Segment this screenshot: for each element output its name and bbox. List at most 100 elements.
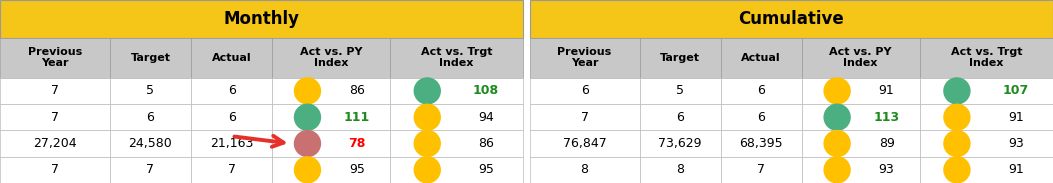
Bar: [272, 104, 390, 130]
Bar: [720, 104, 801, 130]
Text: 113: 113: [874, 111, 899, 124]
Text: 95: 95: [349, 163, 364, 176]
Text: Monthly: Monthly: [223, 10, 300, 28]
Text: 89: 89: [878, 137, 894, 150]
Bar: [530, 38, 639, 78]
Text: 6: 6: [676, 111, 684, 124]
Text: Act vs. Trgt
Index: Act vs. Trgt Index: [951, 47, 1022, 68]
Text: 7: 7: [227, 163, 236, 176]
Text: 108: 108: [473, 84, 499, 97]
Bar: [639, 130, 720, 157]
Text: 107: 107: [1002, 84, 1029, 97]
Bar: [720, 78, 801, 104]
Text: Act vs. PY
Index: Act vs. PY Index: [830, 47, 892, 68]
Text: 91: 91: [1008, 111, 1024, 124]
Bar: [801, 78, 919, 104]
Text: Cumulative: Cumulative: [738, 10, 845, 28]
Text: 5: 5: [676, 84, 684, 97]
Ellipse shape: [943, 104, 971, 131]
Bar: [639, 38, 720, 78]
Bar: [272, 157, 390, 183]
Text: 7: 7: [51, 111, 59, 124]
Ellipse shape: [414, 156, 441, 183]
Text: Act vs. Trgt
Index: Act vs. Trgt Index: [421, 47, 493, 68]
Bar: [530, 130, 639, 157]
Text: 94: 94: [478, 111, 494, 124]
Bar: [720, 157, 801, 183]
Text: 111: 111: [343, 111, 370, 124]
Text: 5: 5: [146, 84, 155, 97]
Text: 21,163: 21,163: [210, 137, 254, 150]
Bar: [191, 157, 272, 183]
Bar: [801, 38, 919, 78]
Bar: [191, 38, 272, 78]
Bar: [919, 130, 1053, 157]
Bar: [720, 38, 801, 78]
Bar: [0, 78, 110, 104]
Bar: [639, 104, 720, 130]
Bar: [919, 104, 1053, 130]
Ellipse shape: [294, 77, 321, 105]
Bar: [191, 104, 272, 130]
Text: Actual: Actual: [212, 53, 252, 63]
Ellipse shape: [823, 130, 851, 157]
Bar: [0, 104, 110, 130]
Ellipse shape: [943, 77, 971, 105]
Text: Previous
Year: Previous Year: [27, 47, 82, 68]
Text: Act vs. PY
Index: Act vs. PY Index: [300, 47, 362, 68]
Bar: [801, 130, 919, 157]
Text: 78: 78: [349, 137, 365, 150]
Bar: [390, 78, 523, 104]
Ellipse shape: [414, 130, 441, 157]
Ellipse shape: [943, 130, 971, 157]
Ellipse shape: [823, 77, 851, 105]
Text: 93: 93: [878, 163, 894, 176]
Text: 6: 6: [227, 111, 236, 124]
Text: 68,395: 68,395: [739, 137, 783, 150]
Bar: [801, 104, 919, 130]
Ellipse shape: [943, 156, 971, 183]
Bar: [801, 157, 919, 183]
Text: 7: 7: [51, 163, 59, 176]
Text: 8: 8: [580, 163, 589, 176]
Text: 8: 8: [676, 163, 684, 176]
Text: 91: 91: [878, 84, 894, 97]
Text: 7: 7: [51, 84, 59, 97]
Ellipse shape: [414, 104, 441, 131]
Bar: [110, 78, 191, 104]
Bar: [530, 78, 639, 104]
Text: 7: 7: [757, 163, 766, 176]
Text: 6: 6: [580, 84, 589, 97]
Bar: [390, 157, 523, 183]
Bar: [530, 157, 639, 183]
Text: 73,629: 73,629: [658, 137, 702, 150]
Bar: [530, 104, 639, 130]
Text: 24,580: 24,580: [128, 137, 173, 150]
Text: 6: 6: [757, 84, 766, 97]
Text: 95: 95: [478, 163, 494, 176]
Bar: [530, 0, 1053, 38]
Text: 76,847: 76,847: [562, 137, 607, 150]
Text: 6: 6: [227, 84, 236, 97]
Text: 86: 86: [478, 137, 494, 150]
Bar: [191, 130, 272, 157]
Bar: [390, 130, 523, 157]
Text: 6: 6: [757, 111, 766, 124]
Bar: [919, 78, 1053, 104]
Text: Target: Target: [131, 53, 171, 63]
Bar: [0, 38, 110, 78]
Bar: [919, 38, 1053, 78]
Ellipse shape: [823, 104, 851, 131]
Ellipse shape: [823, 156, 851, 183]
Text: Previous
Year: Previous Year: [557, 47, 612, 68]
Bar: [0, 0, 523, 38]
Bar: [272, 130, 390, 157]
Bar: [390, 38, 523, 78]
Text: 7: 7: [146, 163, 155, 176]
Bar: [0, 130, 110, 157]
Bar: [110, 104, 191, 130]
Text: 91: 91: [1008, 163, 1024, 176]
Ellipse shape: [294, 156, 321, 183]
Text: 27,204: 27,204: [33, 137, 77, 150]
Bar: [110, 157, 191, 183]
